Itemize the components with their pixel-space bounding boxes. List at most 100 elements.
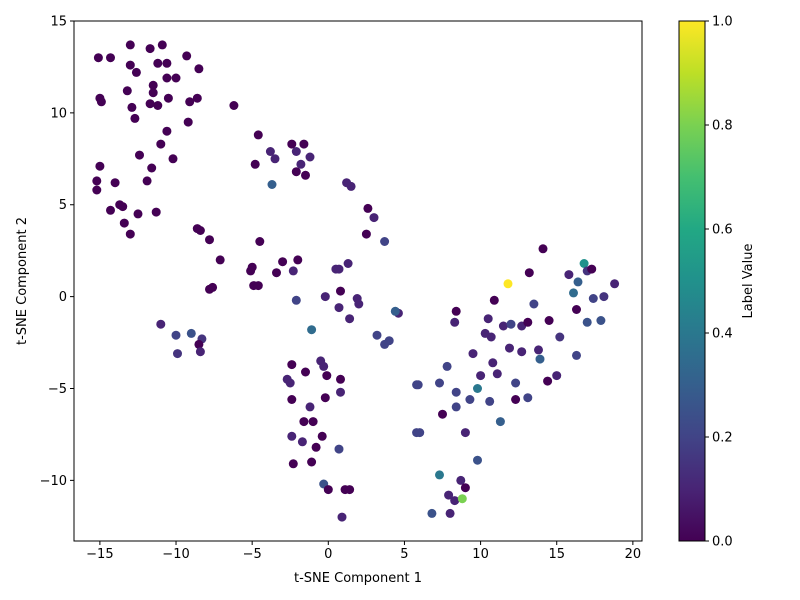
data-point	[320, 393, 330, 403]
data-point	[125, 229, 135, 239]
data-point	[253, 130, 263, 140]
data-point	[456, 475, 466, 485]
data-point	[569, 288, 578, 298]
data-point	[369, 213, 379, 223]
data-point	[415, 428, 425, 438]
data-point	[278, 257, 288, 267]
data-point	[363, 203, 373, 213]
data-point	[334, 303, 344, 313]
data-point	[564, 270, 574, 280]
data-point	[322, 371, 332, 381]
data-point	[390, 306, 400, 316]
y-tick-label: 5	[59, 198, 67, 213]
x-axis: −15 −10 −5 0 5 10 15 20	[86, 541, 641, 562]
data-point	[346, 181, 356, 191]
data-point	[287, 431, 297, 441]
colorbar-tick-label: 0.4	[712, 327, 733, 342]
data-point	[215, 255, 225, 265]
colorbar-tick-label: 1.0	[712, 15, 733, 30]
colorbar-tick-label: 0.0	[712, 535, 733, 550]
data-point	[587, 264, 597, 274]
data-point	[288, 266, 298, 276]
data-point	[272, 268, 281, 278]
data-point	[301, 367, 310, 377]
data-point	[287, 360, 297, 370]
data-point	[506, 319, 516, 329]
y-tick-label: 15	[50, 15, 67, 30]
y-tick-label: 0	[59, 290, 67, 305]
data-point	[451, 402, 461, 412]
data-point	[110, 178, 120, 188]
data-point	[334, 264, 344, 274]
data-point	[183, 117, 193, 127]
data-point	[125, 40, 135, 50]
data-point	[156, 139, 166, 149]
data-point	[96, 97, 106, 107]
data-point	[307, 325, 317, 335]
x-tick-label: −15	[86, 547, 113, 562]
data-point	[380, 339, 390, 349]
data-point	[142, 176, 152, 186]
data-point	[529, 299, 539, 309]
data-point	[438, 409, 447, 419]
y-axis-label: t-SNE Component 2	[15, 217, 30, 345]
x-tick-label: −5	[243, 547, 262, 562]
data-point	[450, 496, 460, 506]
data-point	[451, 387, 461, 397]
data-point	[320, 292, 330, 302]
data-point	[287, 395, 297, 404]
data-point	[323, 485, 333, 495]
colorbar-tick-label: 0.6	[712, 223, 733, 238]
data-point	[291, 295, 301, 305]
data-point	[297, 437, 307, 447]
data-point	[131, 67, 141, 77]
data-point	[317, 431, 327, 441]
data-point	[361, 229, 371, 239]
data-point	[336, 286, 345, 296]
data-point	[473, 384, 482, 393]
data-point	[194, 64, 204, 74]
data-point	[125, 60, 135, 70]
data-point	[130, 113, 140, 123]
x-tick-label: −10	[162, 547, 189, 562]
data-point	[489, 295, 499, 305]
data-point	[588, 294, 598, 303]
data-point	[450, 317, 460, 327]
data-point	[572, 350, 581, 360]
data-point	[465, 395, 475, 404]
data-point	[122, 86, 132, 96]
data-point	[476, 371, 486, 381]
data-point	[192, 93, 202, 103]
data-point	[145, 99, 155, 109]
data-point	[255, 237, 265, 246]
points-layer	[92, 40, 620, 522]
data-point	[511, 395, 521, 404]
data-point	[442, 361, 452, 371]
data-point	[538, 244, 548, 254]
colorbar-tick-label: 0.8	[712, 119, 733, 134]
data-point	[505, 343, 514, 353]
data-point	[486, 332, 496, 342]
data-point	[265, 147, 275, 156]
data-point	[93, 53, 103, 63]
data-point	[573, 277, 583, 287]
x-tick-label: 0	[324, 547, 332, 562]
data-point	[119, 218, 129, 228]
data-point	[413, 380, 423, 390]
data-point	[127, 102, 137, 112]
data-point	[495, 417, 505, 427]
data-point	[92, 176, 102, 186]
data-point	[308, 417, 318, 427]
data-point	[445, 508, 455, 518]
colorbar-gradient	[678, 20, 706, 542]
data-point	[148, 88, 158, 98]
data-point	[460, 483, 470, 493]
x-tick-label: 15	[548, 547, 565, 562]
data-point	[106, 205, 115, 215]
data-point	[427, 508, 437, 518]
data-point	[148, 80, 158, 90]
data-point	[435, 470, 444, 480]
data-point	[285, 378, 295, 388]
data-point	[305, 402, 315, 412]
